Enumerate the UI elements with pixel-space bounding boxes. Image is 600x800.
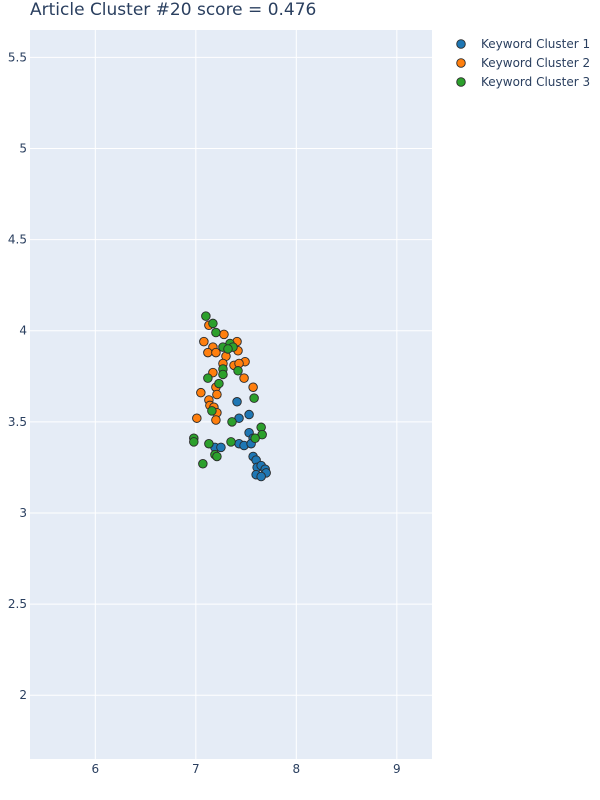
legend-item[interactable]: Keyword Cluster 1 <box>456 37 590 51</box>
data-point <box>250 433 260 443</box>
x-axis: 6 7 8 9 <box>92 762 401 776</box>
data-point <box>216 442 226 453</box>
data-point <box>211 327 221 338</box>
data-point <box>203 347 213 358</box>
grid-lines <box>30 30 432 759</box>
data-point <box>227 417 237 427</box>
data-point <box>244 409 254 420</box>
data-point <box>232 397 242 407</box>
data-point <box>199 336 209 347</box>
data-point <box>219 329 229 340</box>
data-point <box>214 378 224 389</box>
y-tick-label: 5.5 <box>8 50 27 64</box>
legend-label: Keyword Cluster 3 <box>481 75 590 89</box>
data-point <box>211 415 221 425</box>
data-point <box>201 311 211 321</box>
data-point <box>204 438 214 449</box>
data-points <box>189 311 271 482</box>
data-point <box>223 344 233 354</box>
chart-title: Article Cluster #20 score = 0.476 <box>30 0 316 20</box>
plot-area <box>30 30 432 759</box>
x-tick-label: 8 <box>293 762 301 776</box>
y-tick-label: 2.5 <box>8 597 27 611</box>
data-point <box>248 382 258 392</box>
y-tick-label: 3 <box>19 506 27 520</box>
legend-item[interactable]: Keyword Cluster 2 <box>456 56 590 70</box>
data-point <box>208 318 218 329</box>
y-tick-label: 4.5 <box>8 233 27 247</box>
data-point <box>211 347 221 358</box>
y-tick-label: 2 <box>19 688 27 702</box>
legend-item[interactable]: Keyword Cluster 3 <box>456 75 590 89</box>
legend-marker <box>456 39 466 49</box>
data-point <box>203 373 213 383</box>
data-point <box>198 459 208 469</box>
y-tick-label: 4 <box>19 324 27 338</box>
y-tick-label: 3.5 <box>8 415 27 429</box>
data-point <box>239 373 249 383</box>
y-axis: 2 2.5 3 3.5 4 4.5 5 5.5 <box>8 50 27 702</box>
data-point <box>249 393 259 403</box>
data-point <box>192 413 202 423</box>
data-point <box>189 437 199 447</box>
x-tick-label: 7 <box>192 762 200 776</box>
legend-label: Keyword Cluster 1 <box>481 37 590 51</box>
x-tick-label: 9 <box>393 762 401 776</box>
data-point <box>207 406 217 416</box>
data-point <box>212 451 222 462</box>
data-point <box>218 369 228 380</box>
legend[interactable]: Keyword Cluster 1 Keyword Cluster 2 Keywor… <box>456 37 590 89</box>
legend-marker <box>456 77 466 87</box>
data-point <box>196 387 206 398</box>
data-point <box>212 389 222 400</box>
data-point <box>233 366 243 376</box>
data-point <box>256 471 266 482</box>
data-point <box>226 437 236 447</box>
x-tick-label: 6 <box>92 762 100 776</box>
legend-label: Keyword Cluster 2 <box>481 56 590 70</box>
legend-marker <box>456 58 466 68</box>
y-tick-label: 5 <box>19 141 27 155</box>
